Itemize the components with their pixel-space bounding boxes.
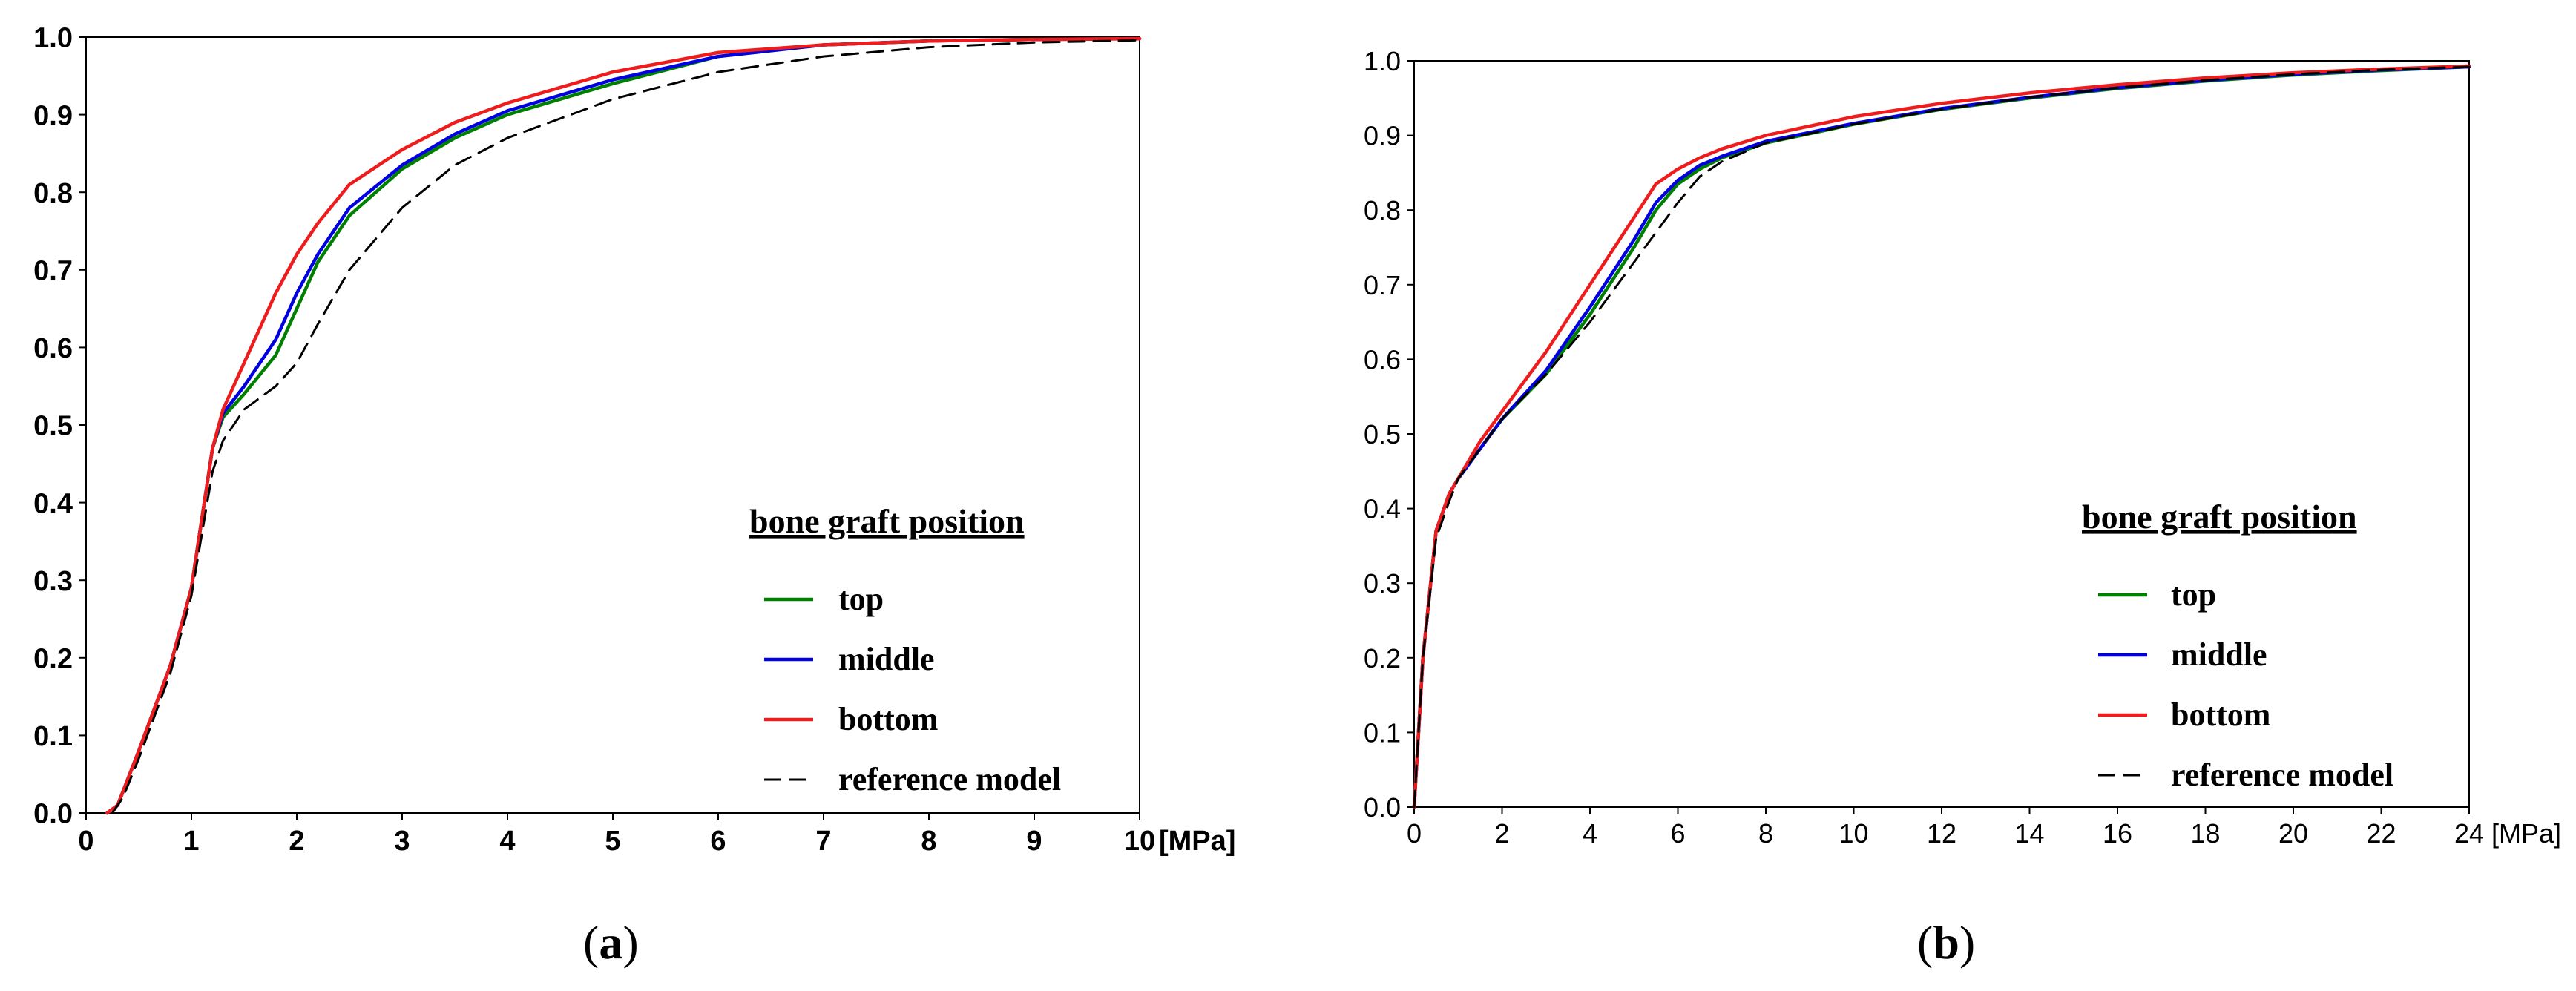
chart-a-y-tick-label: 0.2 [33, 643, 73, 674]
chart-b-x-tick-label: 12 [1927, 818, 1956, 849]
chart-b-y-tick-label: 1.0 [1364, 46, 1401, 76]
chart-a-x-tick-label: 1 [183, 826, 199, 857]
chart-a-y-tick-label: 0.5 [33, 411, 73, 442]
chart-a-legend-title: bone graft position [749, 502, 1025, 540]
chart-b-y-tick-label: 0.5 [1364, 419, 1401, 450]
chart-a-y-tick-label: 0.9 [33, 100, 73, 131]
chart-a-x-tick-label: 3 [394, 826, 410, 857]
chart-b-legend-title: bone graft position [2082, 498, 2357, 536]
chart-b-legend-label: middle [2171, 636, 2267, 673]
chart-a-x-tick-label: 5 [605, 826, 620, 857]
chart-a-legend-label: bottom [838, 701, 938, 737]
chart-b-series-middle [1412, 65, 2471, 809]
chart-a-x-tick-label: 7 [815, 826, 831, 857]
chart-a-x-tick-label: 8 [921, 826, 936, 857]
chart-b-legend-label: top [2171, 576, 2216, 613]
chart-a-legend-label: reference model [838, 761, 1061, 797]
panel-b-caption: (b) [1917, 916, 1976, 969]
chart-b-y-tick-label: 0.1 [1364, 717, 1401, 748]
chart-b-x-tick-label: 8 [1758, 818, 1773, 849]
chart-a-plot-frame [85, 36, 1140, 814]
chart-b-svg: 0.00.10.20.30.40.50.60.70.80.91.00 2 4 6 8 10… [1364, 46, 2561, 849]
chart-b-series-reference-model [1413, 65, 2471, 809]
chart-b-y-tick-label: 0.3 [1364, 568, 1401, 599]
chart-b-x-tick-label: 18 [2190, 818, 2220, 849]
chart-b-y-tick-label: 0.6 [1364, 344, 1401, 375]
chart-a-y-tick-label: 0.8 [33, 178, 73, 209]
chart-b-legend-label: reference model [2171, 757, 2393, 793]
chart-b-y-tick-label: 0.8 [1364, 195, 1401, 225]
chart-a-series-bottom [105, 36, 1142, 815]
chart-b-y-tick-label: 0.7 [1364, 270, 1401, 300]
chart-b-x-tick-label: 16 [2103, 818, 2132, 849]
panel-a-caption: (a) [583, 916, 639, 969]
chart-a-series-reference-model [111, 39, 1141, 814]
chart-a-y-tick-label: 0.0 [33, 799, 73, 830]
chart-b-x-tick-label: 0 [1407, 818, 1422, 849]
chart-b-y-tick-label: 0.4 [1364, 494, 1401, 524]
chart-b-x-tick-label: 24 [2454, 818, 2484, 849]
panel-b-label: b [1933, 916, 1959, 969]
chart-b-legend-label: bottom [2171, 697, 2270, 733]
chart-a-y-tick-label: 0.7 [33, 255, 73, 286]
chart-a-legend-label: middle [838, 641, 935, 677]
chart-b-x-tick-label: 22 [2366, 818, 2396, 849]
chart-b-series-bottom [1412, 64, 2471, 809]
chart-a-x-tick-label: 0 [78, 826, 93, 857]
chart-b-x-tick-label: 2 [1494, 818, 1509, 849]
chart-a-x-tick-label: 9 [1026, 826, 1042, 857]
chart-b-x-tick-label: 6 [1670, 818, 1685, 849]
chart-a-x-tick-label: 6 [710, 826, 726, 857]
chart-b-y-tick-label: 0.9 [1364, 121, 1401, 151]
chart-a-x-tick-label: 2 [289, 826, 304, 857]
chart-a-x-tick-label: 10 [1124, 826, 1155, 857]
chart-b-y-tick-label: 0.0 [1364, 792, 1401, 823]
chart-a-y-tick-label: 0.3 [33, 566, 73, 597]
chart-panel-a: 0.0 0.1 0.2 0.3 0.4 0.5 0.6 0.7 0.8 0.9 1.0 0 1 2 3 4 5 6… [33, 23, 1235, 969]
chart-a-y-tick-label: 0.6 [33, 333, 73, 364]
chart-a-y-tick-label: 0.1 [33, 721, 73, 752]
chart-a-x-unit: [MPa] [1159, 826, 1235, 857]
chart-b-x-tick-label: 20 [2278, 818, 2308, 849]
chart-a-x-tick-label: 4 [499, 826, 515, 857]
panel-a-label: a [599, 916, 623, 969]
chart-b-x-tick-label: 10 [1839, 818, 1868, 849]
chart-a-series-top [105, 36, 1142, 815]
chart-b-x-unit: [MPa] [2491, 818, 2561, 849]
chart-a-svg: 0.0 0.1 0.2 0.3 0.4 0.5 0.6 0.7 0.8 0.9 1.0 0 1 2 3 4 5 6… [33, 23, 1235, 857]
chart-a-legend-label: top [838, 581, 884, 617]
chart-a-y-tick-label: 1.0 [33, 23, 73, 54]
chart-b-x-tick-label: 4 [1583, 818, 1597, 849]
chart-panel-b: 0.0 0.1 0.2 0.3 0.4 0.5 0.6 0.7 0.8 0.9 1.0 0 2 4 6 8 10… [1288, 0, 2576, 991]
chart-a-series-middle [105, 36, 1142, 815]
chart-b-y-tick-label: 0.2 [1364, 643, 1401, 674]
chart-b-series-top [1412, 65, 2471, 809]
chart-b-plot-frame [1413, 60, 2470, 808]
chart-b-x-tick-label: 14 [2014, 818, 2044, 849]
chart-a-y-tick-label: 0.4 [33, 488, 73, 519]
